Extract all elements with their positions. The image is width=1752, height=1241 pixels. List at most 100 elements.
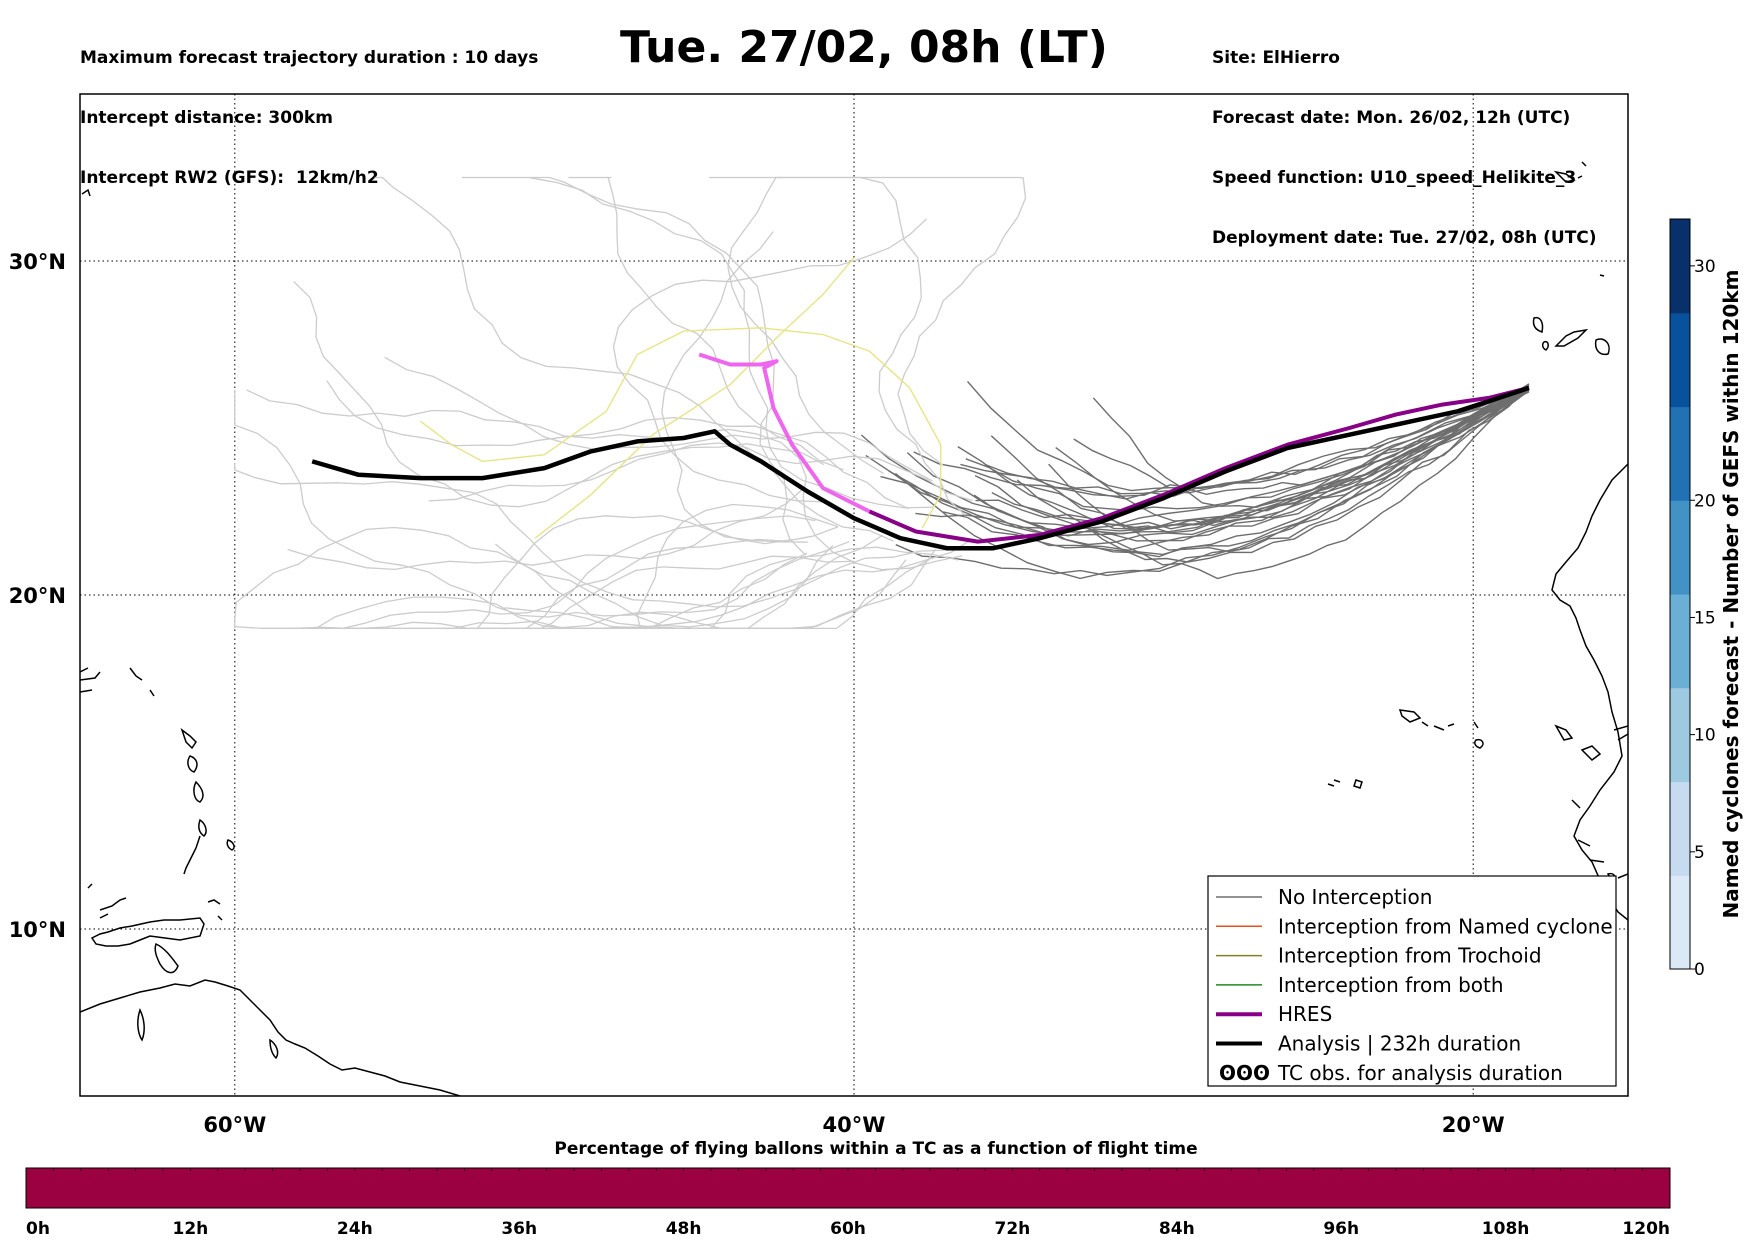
faded-member-track: [246, 389, 963, 571]
legend-label: No Interception: [1278, 885, 1432, 909]
no-interception-track: [1016, 390, 1530, 563]
page-title: Tue. 27/02, 08h (LT): [620, 22, 1108, 73]
no-interception-track: [895, 391, 1530, 577]
faded-member-track: [296, 526, 838, 630]
main-trajectories: [311, 352, 1530, 551]
faded-member-track: [709, 176, 966, 516]
plot-frame: [79, 93, 1629, 1097]
time-bar-tick-label: 96h: [1323, 1219, 1359, 1239]
faded-member-track: [234, 463, 948, 608]
legend: No Interception Interception from Named c…: [1207, 875, 1617, 1087]
faded-member-track: [428, 442, 973, 502]
faded-member-track: [234, 526, 834, 629]
colorbar-cell: [1670, 312, 1690, 408]
no-interception-track: [990, 388, 1530, 534]
tc-obs-symbol: ʘʘʘ: [1219, 1061, 1270, 1085]
colorbar-cell: [1670, 687, 1690, 783]
time-bar-fill: [25, 1167, 1671, 1209]
faded-member-track: [494, 543, 907, 630]
lat-tick-label: 30°N: [9, 250, 66, 274]
time-bar-tick-label: 108h: [1482, 1219, 1530, 1239]
lat-tick-label: 20°N: [9, 584, 66, 608]
forecast-date-line: Forecast date: Mon. 26/02, 12h (UTC): [1212, 108, 1571, 128]
legend-label: Interception from Named cyclone: [1278, 914, 1613, 938]
colorbar-cell: [1670, 219, 1690, 314]
colorbar-tick-label: 10: [1694, 726, 1716, 746]
legend-label: Analysis | 232h duration: [1278, 1032, 1521, 1056]
hres-track: [868, 385, 1530, 544]
colorbar-tick-label: 20: [1694, 491, 1716, 511]
colorbar-cell: [1670, 594, 1690, 689]
faded-member-track: [384, 356, 933, 482]
no-interception-track: [880, 389, 1530, 535]
site-line: Site: ElHierro: [1212, 48, 1340, 68]
time-bar-tick-label: 72h: [995, 1219, 1031, 1239]
trochoid-faded-track: [534, 257, 855, 539]
lon-tick-label: 60°W: [203, 1113, 266, 1137]
colorbar: 0 5 10 15 20 30 Named cyclones forecast - Num…: [1669, 218, 1743, 980]
time-bar-tick-label: 12h: [173, 1219, 209, 1239]
legend-label: Interception from both: [1278, 973, 1504, 997]
faded-member-track: [234, 515, 816, 630]
colorbar-cell: [1670, 500, 1690, 595]
deployment-date-line: Deployment date: Tue. 27/02, 08h (UTC): [1212, 228, 1597, 248]
no-interception-track: [915, 390, 1530, 537]
time-bar: 0h 12h 24h 36h 48h 60h 72h 84h 96h 108h 120h: [25, 1167, 1671, 1239]
forecast-parameters: Maximum forecast trajectory duration : 1…: [80, 8, 538, 208]
colorbar-tick-label: 0: [1694, 960, 1705, 980]
colorbar-frame: [1669, 218, 1691, 970]
no-interception-track: [984, 388, 1530, 495]
trochoid-faded-track: [420, 327, 942, 529]
no-interception-track: [1048, 383, 1530, 553]
coastlines: [80, 161, 1628, 1096]
lat-tick-label: 10°N: [9, 918, 66, 942]
param-line: Maximum forecast trajectory duration : 1…: [80, 48, 539, 68]
faded-member-track: [612, 218, 928, 503]
faded-member-track: [775, 176, 1027, 466]
ensemble-trajectories: [234, 176, 1530, 630]
faded-member-track: [727, 176, 884, 474]
time-bar-tick-label: 84h: [1159, 1219, 1195, 1239]
analysis-track: [311, 385, 1530, 551]
speed-function-line: Speed function: U10_speed_Helikite_3: [1212, 168, 1577, 188]
colorbar-tick-label: 5: [1694, 843, 1705, 863]
no-interception-track: [974, 383, 1530, 542]
no-interception-track: [960, 389, 1530, 500]
faded-member-track: [326, 380, 909, 510]
lon-tick-label: 20°W: [1442, 1113, 1505, 1137]
time-bar-tick-label: 120h: [1622, 1219, 1670, 1239]
colorbar-tick-label: 15: [1694, 608, 1716, 628]
time-bar-tick-label: 24h: [337, 1219, 373, 1239]
map-tick-labels: 30°N 20°N 10°N 60°W 40°W 20°W: [9, 250, 1505, 1137]
colorbar-cell: [1670, 406, 1690, 501]
colorbar-cell: [1670, 875, 1690, 970]
faded-member-track: [287, 487, 805, 571]
no-interception-track: [888, 385, 1530, 551]
legend-frame: [1207, 875, 1617, 1087]
no-interception-track: [860, 385, 1530, 530]
time-bar-tick-label: 48h: [666, 1219, 702, 1239]
no-interception-track: [1089, 388, 1530, 580]
lon-tick-label: 40°W: [823, 1113, 886, 1137]
param-line: Intercept RW2 (GFS): 12km/h2: [80, 168, 379, 188]
colorbar-cell: [1670, 781, 1690, 876]
faded-member-track: [374, 176, 894, 542]
faded-member-track: [568, 176, 844, 471]
site-info: Site: ElHierro Forecast date: Mon. 26/02…: [1212, 8, 1597, 268]
colorbar-label: Named cyclones forecast - Number of GEFS…: [1719, 270, 1743, 919]
faded-member-track: [572, 503, 839, 630]
faded-member-track: [470, 515, 793, 630]
param-line: Intercept distance: 300km: [80, 108, 333, 128]
legend-label: TC obs. for analysis duration: [1277, 1061, 1563, 1085]
no-interception-track: [1092, 389, 1530, 509]
no-interception-track: [966, 380, 1530, 492]
colorbar-tick-label: 30: [1694, 257, 1716, 277]
faded-member-track: [280, 552, 808, 630]
faded-member-track: [234, 389, 850, 618]
legend-label: Interception from Trochoid: [1278, 944, 1542, 968]
time-bar-tick-label: 36h: [501, 1219, 537, 1239]
hres-faded-track: [698, 352, 871, 514]
time-bar-tick-label: 0h: [26, 1219, 50, 1239]
time-bar-tick-label: 60h: [830, 1219, 866, 1239]
